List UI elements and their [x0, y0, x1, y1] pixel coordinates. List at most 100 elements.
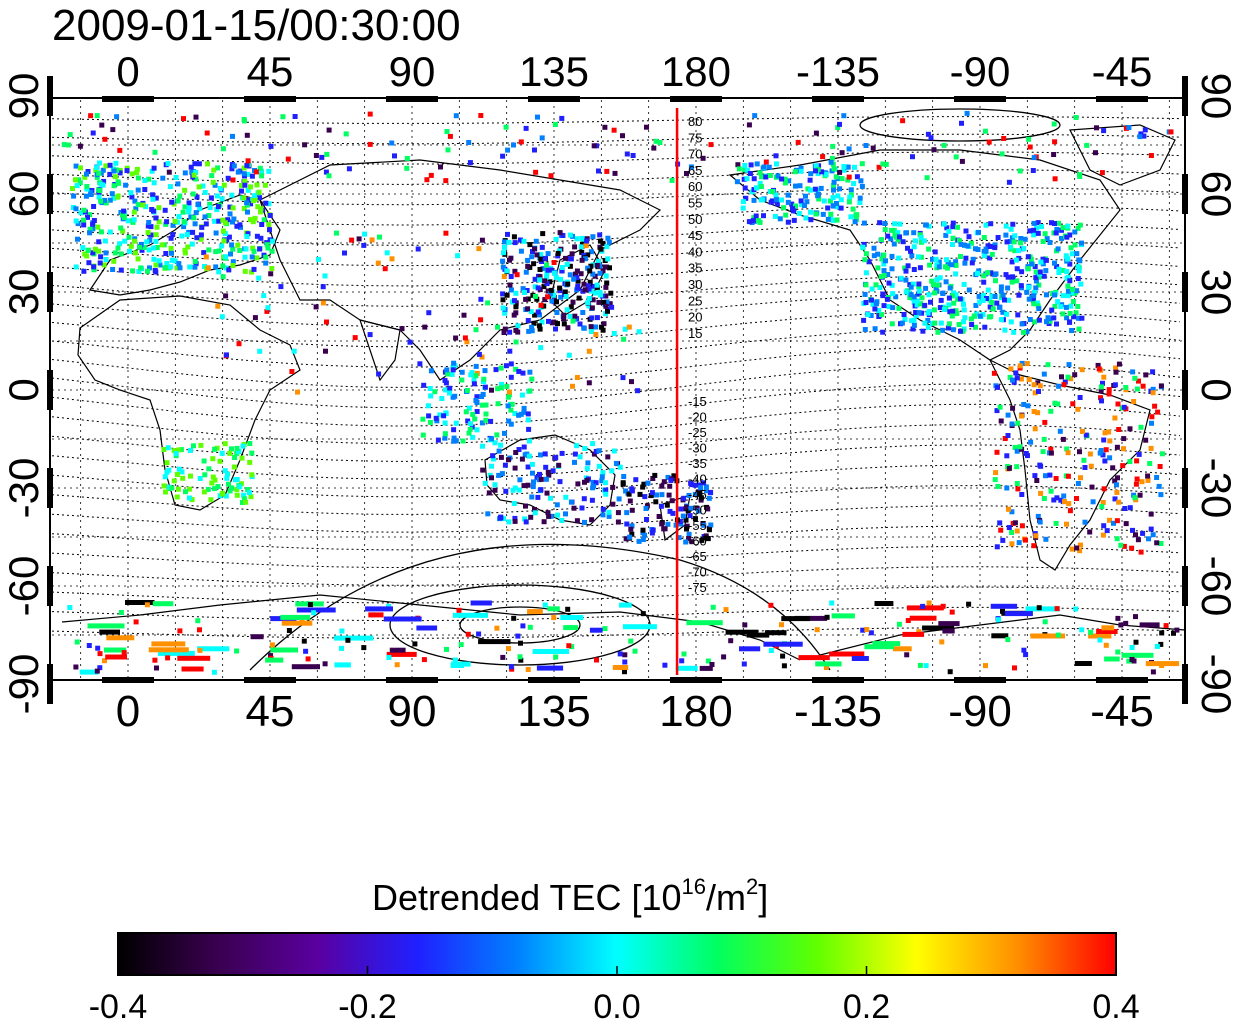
tec-sample — [256, 189, 262, 195]
contour-label: -45 — [688, 487, 707, 502]
tec-sample — [1106, 429, 1112, 435]
tec-sample — [916, 288, 922, 294]
tec-sample — [802, 203, 807, 208]
tec-sample — [841, 113, 847, 119]
contour-line — [51, 116, 1181, 124]
tec-sample — [121, 650, 127, 656]
tec-sample — [268, 143, 274, 149]
tec-sample — [532, 147, 537, 153]
tec-sample — [214, 193, 220, 199]
tec-sample — [1113, 365, 1119, 371]
tec-sample — [562, 289, 568, 295]
tec-sample — [757, 170, 763, 176]
tec-sample — [643, 506, 649, 511]
tec-sample — [210, 474, 216, 480]
tec-sample — [909, 253, 915, 259]
tec-sample — [699, 537, 705, 543]
tec-sample — [73, 206, 79, 212]
tec-sample — [1003, 232, 1009, 238]
tec-sample — [940, 290, 946, 296]
tec-sample — [498, 454, 504, 460]
lat-tick-label-left: 30 — [0, 269, 47, 316]
tec-sample — [230, 133, 235, 139]
lon-tick-bar-bottom — [670, 677, 722, 683]
tec-sample — [480, 443, 485, 449]
tec-sample — [875, 265, 881, 271]
tec-sample — [923, 222, 929, 228]
tec-sample — [963, 255, 969, 261]
tec-sample — [230, 177, 236, 183]
tec-sample — [519, 392, 525, 398]
tec-sample — [256, 275, 262, 281]
tec-sample — [501, 516, 507, 522]
tec-sample — [798, 168, 804, 174]
tec-sample — [1012, 445, 1018, 450]
tec-sample — [606, 239, 612, 245]
tec-sample — [479, 394, 485, 399]
tec-sample — [1104, 656, 1120, 662]
tec-sample — [830, 217, 836, 223]
tec-sample — [1100, 452, 1106, 458]
tec-sample — [159, 242, 165, 248]
tec-sample — [920, 328, 926, 334]
tec-sample — [879, 312, 885, 318]
tec-sample — [600, 470, 606, 476]
tec-sample — [227, 488, 233, 494]
tec-sample — [227, 211, 233, 217]
tec-sample — [392, 153, 397, 159]
tec-sample — [339, 645, 344, 651]
tec-sample — [229, 485, 235, 491]
tec-sample — [621, 474, 627, 479]
tec-sample — [154, 665, 159, 671]
tec-sample — [1047, 240, 1053, 245]
tec-sample — [334, 662, 351, 668]
tec-sample — [1027, 317, 1033, 322]
tec-sample — [557, 285, 563, 291]
tec-sample — [1019, 523, 1025, 529]
tec-sample — [500, 264, 506, 270]
tec-sample — [1107, 438, 1113, 444]
tec-sample — [949, 313, 955, 319]
tec-sample — [1112, 415, 1118, 421]
tec-sample — [86, 643, 92, 648]
tec-sample — [1150, 669, 1156, 675]
tec-sample — [94, 165, 99, 171]
tec-sample — [868, 630, 874, 636]
tec-sample — [449, 371, 455, 377]
tec-sample — [153, 238, 159, 244]
tec-sample — [190, 191, 196, 197]
tec-sample — [231, 216, 237, 222]
tec-sample — [602, 264, 608, 270]
tec-sample — [506, 239, 512, 245]
tec-sample — [1069, 546, 1075, 552]
tec-sample — [1008, 366, 1014, 372]
contour-label: -55 — [688, 518, 707, 533]
tec-sample — [594, 315, 600, 321]
tec-sample — [1095, 362, 1101, 368]
tec-sample — [608, 290, 614, 296]
tec-sample — [415, 246, 421, 252]
tec-sample — [84, 171, 89, 177]
tec-sample — [925, 318, 931, 323]
magnetic-latitude-contours — [51, 116, 1181, 639]
lon-tick-bar-top — [812, 96, 864, 102]
tec-sample — [148, 647, 189, 653]
tec-sample — [1058, 304, 1064, 310]
contour-label: 15 — [688, 326, 702, 341]
tec-sample — [584, 477, 590, 483]
lon-tick-bar-bottom — [386, 677, 438, 683]
tec-sample — [496, 472, 502, 478]
contour-label: 30 — [688, 277, 702, 292]
tec-sample — [1145, 477, 1151, 483]
tec-sample — [742, 167, 748, 173]
tec-sample — [1126, 125, 1132, 130]
tec-sample — [940, 327, 946, 333]
tec-sample — [531, 261, 537, 267]
tec-sample — [926, 246, 932, 252]
tec-sample — [946, 295, 952, 301]
lat-tick-label-right: -30 — [1193, 458, 1240, 519]
tec-sample — [598, 292, 604, 298]
tec-sample — [897, 234, 902, 240]
tec-sample — [555, 512, 560, 518]
tec-sample — [1158, 641, 1164, 647]
